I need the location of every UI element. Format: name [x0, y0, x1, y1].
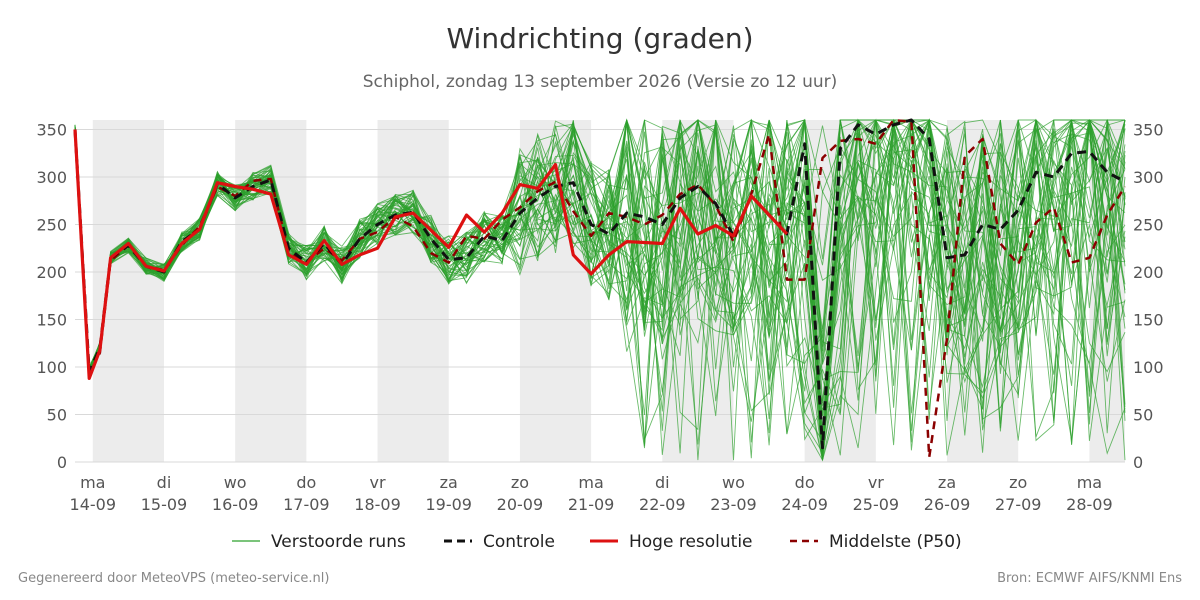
x-tick-date-12: 26-09 — [924, 495, 971, 514]
y-tick-left-250: 250 — [36, 216, 67, 235]
x-tick-weekday-0: ma — [80, 473, 105, 492]
y-tick-right-350: 350 — [1133, 121, 1164, 140]
y-axis-left: 0 50 100 150 200 250 300 350 — [36, 121, 67, 473]
x-tick-date-1: 15-09 — [141, 495, 188, 514]
ensemble-member-50 — [74, 119, 1126, 449]
y-tick-right-200: 200 — [1133, 263, 1164, 282]
legend-median-label: Middelste (P50) — [829, 532, 962, 552]
y-tick-right-50: 50 — [1133, 406, 1153, 425]
x-tick-date-2: 16-09 — [212, 495, 259, 514]
footer-generator: Gegenereerd door MeteoVPS (meteo-service… — [18, 571, 330, 586]
y-tick-left-0: 0 — [57, 453, 67, 472]
x-tick-date-8: 22-09 — [639, 495, 686, 514]
x-tick-date-6: 20-09 — [497, 495, 544, 514]
x-tick-date-14: 28-09 — [1066, 495, 1113, 514]
x-tick-weekday-13: zo — [1009, 473, 1027, 492]
y-tick-right-150: 150 — [1133, 311, 1164, 330]
x-tick-date-10: 24-09 — [781, 495, 828, 514]
control-line — [73, 118, 1126, 450]
x-tick-weekday-14: ma — [1077, 473, 1102, 492]
x-tick-weekday-1: di — [157, 473, 172, 492]
y-tick-left-350: 350 — [36, 121, 67, 140]
x-tick-weekday-12: za — [938, 473, 956, 492]
x-tick-weekday-5: za — [440, 473, 458, 492]
main-series — [73, 118, 1127, 459]
x-tick-weekday-3: do — [296, 473, 316, 492]
ensemble-members — [74, 118, 1126, 462]
y-tick-right-250: 250 — [1133, 216, 1164, 235]
x-tick-date-3: 17-09 — [283, 495, 330, 514]
y-tick-right-300: 300 — [1133, 168, 1164, 187]
x-tick-date-4: 18-09 — [354, 495, 401, 514]
x-tick-weekday-11: vr — [868, 473, 884, 492]
x-tick-weekday-6: zo — [511, 473, 529, 492]
x-tick-weekday-7: ma — [578, 473, 603, 492]
y-tick-left-100: 100 — [36, 358, 67, 377]
y-tick-left-50: 50 — [47, 406, 67, 425]
x-tick-weekday-8: di — [655, 473, 670, 492]
x-tick-weekday-4: vr — [370, 473, 386, 492]
x-tick-date-5: 19-09 — [425, 495, 472, 514]
x-tick-date-7: 21-09 — [568, 495, 615, 514]
x-tick-weekday-10: do — [795, 473, 815, 492]
ensemble-member-37 — [74, 119, 1125, 443]
legend-hres-label: Hoge resolutie — [629, 532, 753, 552]
ensemble-member-23 — [74, 119, 1126, 462]
legend-control-label: Controle — [483, 532, 555, 552]
ensemble-member-45 — [74, 119, 1126, 377]
shaded-day-4 — [377, 120, 449, 462]
x-tick-date-9: 23-09 — [710, 495, 757, 514]
hres-line — [73, 129, 789, 380]
x-tick-date-0: 14-09 — [70, 495, 117, 514]
ensemble-member-49 — [74, 119, 1126, 461]
x-axis: ma 14-09 di 15-09 wo 16-09 do 17-09 vr 18-09 za 19-… — [70, 473, 1113, 514]
y-tick-left-200: 200 — [36, 263, 67, 282]
x-tick-weekday-2: wo — [224, 473, 247, 492]
y-tick-right-100: 100 — [1133, 358, 1164, 377]
chart-subtitle: Schiphol, zondag 13 september 2026 (Vers… — [362, 72, 838, 92]
y-axis-right: 0 50 100 150 200 250 300 350 — [1133, 121, 1164, 473]
footer-source: Bron: ECMWF AIFS/KNMI Ens — [997, 571, 1182, 586]
x-tick-date-13: 27-09 — [995, 495, 1042, 514]
x-tick-weekday-9: wo — [722, 473, 745, 492]
y-tick-left-300: 300 — [36, 168, 67, 187]
legend: Verstoorde runs Controle Hoge resolutie … — [232, 532, 962, 552]
chart-title: Windrichting (graden) — [446, 22, 754, 55]
shaded-day-0 — [92, 120, 164, 462]
y-tick-left-150: 150 — [36, 311, 67, 330]
ensemble-member-44 — [74, 124, 1126, 421]
ensemble-member-43 — [74, 119, 1126, 439]
x-tick-date-11: 25-09 — [853, 495, 900, 514]
legend-members-label: Verstoorde runs — [271, 532, 406, 552]
y-tick-right-0: 0 — [1133, 453, 1143, 472]
